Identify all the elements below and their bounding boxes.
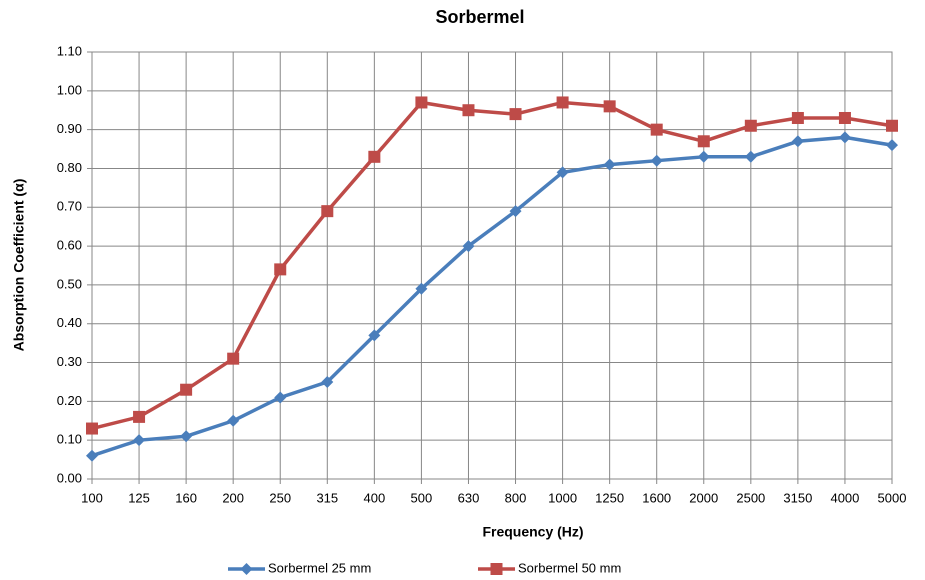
data-point	[556, 96, 569, 109]
x-tick-label: 1250	[595, 490, 624, 505]
y-tick-label: 1.10	[57, 43, 82, 58]
y-axis-label: Absorption Coefficient (α)	[11, 179, 27, 352]
data-point	[603, 100, 616, 113]
x-tick-label: 125	[128, 490, 150, 505]
series-line	[91, 100, 893, 431]
data-point	[744, 150, 757, 163]
x-tick-label: 2000	[689, 490, 718, 505]
data-point	[274, 263, 287, 276]
data-point	[744, 119, 757, 132]
data-point	[697, 150, 710, 163]
data-point	[462, 240, 475, 253]
y-tick-label: 0.50	[57, 276, 82, 291]
data-point	[368, 329, 381, 342]
legend-marker	[490, 563, 503, 575]
y-tick-label: 0.40	[57, 315, 82, 330]
data-point	[603, 158, 616, 171]
x-tick-label: 400	[364, 490, 386, 505]
x-tick-label: 4000	[830, 490, 859, 505]
y-tick-label: 0.30	[57, 354, 82, 369]
x-tick-label: 100	[81, 490, 103, 505]
x-tick-label: 630	[458, 490, 480, 505]
x-tick-label: 500	[411, 490, 433, 505]
data-point	[133, 410, 146, 423]
data-point	[415, 282, 428, 295]
data-point	[227, 352, 240, 365]
x-tick-label: 5000	[878, 490, 907, 505]
y-tick-label: 0.20	[57, 393, 82, 408]
chart-title: Sorbermel	[435, 7, 524, 27]
data-point	[274, 391, 287, 404]
y-tick-label: 0.10	[57, 432, 82, 447]
data-point	[791, 135, 804, 148]
data-point	[886, 119, 898, 132]
y-tick-label: 0.60	[57, 238, 82, 253]
data-point	[556, 166, 569, 179]
x-tick-label: 800	[505, 490, 527, 505]
data-point	[180, 383, 193, 396]
y-tick-label: 1.00	[57, 82, 82, 97]
plot-border	[91, 51, 893, 480]
data-point	[886, 139, 898, 152]
data-point	[650, 123, 663, 136]
data-point	[838, 131, 851, 144]
x-tick-label: 1000	[548, 490, 577, 505]
x-axis-label: Frequency (Hz)	[482, 524, 583, 540]
x-tick-label: 1600	[642, 490, 671, 505]
x-tick-label: 315	[316, 490, 338, 505]
x-tick-label: 250	[269, 490, 291, 505]
x-tick-label: 200	[222, 490, 244, 505]
x-tick-label: 2500	[736, 490, 765, 505]
legend-marker	[240, 563, 253, 575]
data-point	[838, 111, 851, 124]
data-point	[227, 414, 240, 427]
data-point	[86, 449, 98, 462]
data-point	[86, 422, 98, 435]
data-point	[321, 375, 334, 388]
data-point	[509, 108, 522, 121]
legend-label: Sorbermel 25 mm	[268, 560, 371, 575]
data-point	[368, 150, 381, 163]
data-point	[462, 104, 475, 117]
y-tick-label: 0.90	[57, 121, 82, 136]
data-point	[697, 135, 710, 148]
data-point	[321, 205, 334, 218]
x-tick-label: 3150	[783, 490, 812, 505]
data-point	[133, 434, 146, 447]
x-tick-label: 160	[175, 490, 197, 505]
y-tick-label: 0.00	[57, 470, 82, 485]
series-line	[91, 135, 893, 458]
data-point	[791, 111, 804, 124]
data-point	[650, 154, 663, 167]
legend-label: Sorbermel 50 mm	[518, 560, 621, 575]
y-tick-label: 0.70	[57, 199, 82, 214]
data-point	[415, 96, 428, 109]
data-point	[509, 205, 522, 218]
y-tick-label: 0.80	[57, 160, 82, 175]
data-point	[180, 430, 193, 443]
